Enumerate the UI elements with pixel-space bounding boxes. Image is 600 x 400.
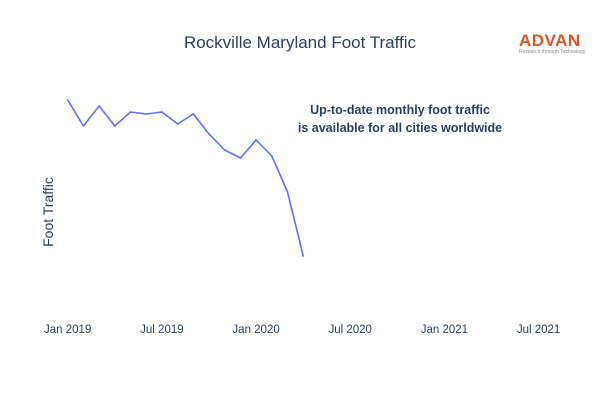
data-point (98, 105, 100, 107)
data-point (270, 155, 273, 157)
x-tick-label: Jul 2020 (328, 324, 371, 336)
data-point (82, 125, 85, 127)
data-point (239, 157, 242, 159)
data-point (161, 111, 163, 113)
chart-title: Rockville Maryland Foot Traffic (183, 33, 417, 52)
annotation-line-2: is available for all cities worldwide (297, 121, 503, 135)
x-tick-label: Jul 2019 (140, 324, 183, 336)
data-point (208, 133, 210, 135)
annotation-line-1: Up-to-date monthly foot traffic (310, 103, 490, 117)
chart-annotation: Up-to-date monthly foot traffic is avail… (240, 101, 560, 137)
series-line (67, 99, 304, 257)
data-point (223, 149, 226, 151)
data-point (255, 139, 257, 141)
x-tick-label: Jan 2021 (421, 324, 468, 336)
x-tick-label: Jul 2021 (517, 324, 560, 336)
data-point (176, 123, 179, 125)
data-point (129, 111, 132, 113)
advan-logo: ADVAN Research through Technology (519, 32, 585, 55)
data-point (192, 113, 195, 115)
logo-wordmark: ADVAN (519, 31, 581, 50)
logo-tagline: Research through Technology (519, 49, 586, 55)
data-point (66, 99, 69, 101)
data-point (145, 113, 148, 115)
data-point (113, 125, 116, 127)
x-tick-label: Jan 2020 (232, 324, 279, 336)
x-tick-label: Jan 2019 (44, 324, 91, 336)
data-point (302, 255, 305, 257)
data-point (286, 191, 289, 193)
